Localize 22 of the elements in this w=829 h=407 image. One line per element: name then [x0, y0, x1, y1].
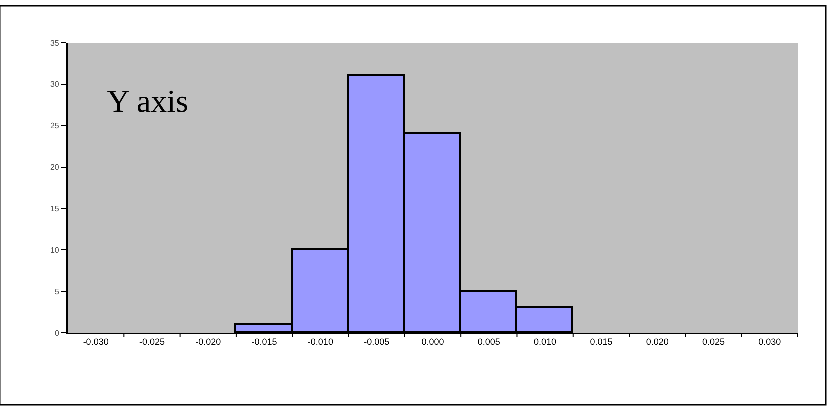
- y-tick-label: 20: [50, 163, 60, 172]
- x-tick-label: 0.000: [422, 336, 444, 347]
- x-tick-label: 0.005: [478, 336, 500, 347]
- x-tick-label: -0.030: [83, 336, 109, 347]
- x-tick-label: -0.025: [139, 336, 165, 347]
- y-tick-label: 35: [50, 38, 60, 48]
- x-tick-label: 0.020: [646, 336, 669, 347]
- y-tick-label: 15: [50, 204, 60, 214]
- x-tick-label: 0.010: [534, 336, 557, 347]
- y-tick-label: 30: [50, 80, 60, 90]
- y-tick-label: 0: [54, 328, 60, 338]
- x-tick-label: 0.030: [758, 336, 782, 347]
- y-tick-label: 25: [50, 122, 60, 131]
- annotation: Y axis: [107, 83, 188, 119]
- x-tick-label: -0.015: [252, 336, 278, 347]
- x-tick-label: -0.005: [364, 336, 390, 347]
- x-tick-label: 0.015: [590, 336, 613, 347]
- x-tick-label: -0.020: [196, 336, 222, 347]
- y-tick-label: 5: [54, 287, 60, 296]
- x-tick-label: -0.010: [308, 336, 334, 347]
- y-tick-label: 10: [50, 246, 60, 255]
- x-tick-label: 0.025: [702, 336, 726, 347]
